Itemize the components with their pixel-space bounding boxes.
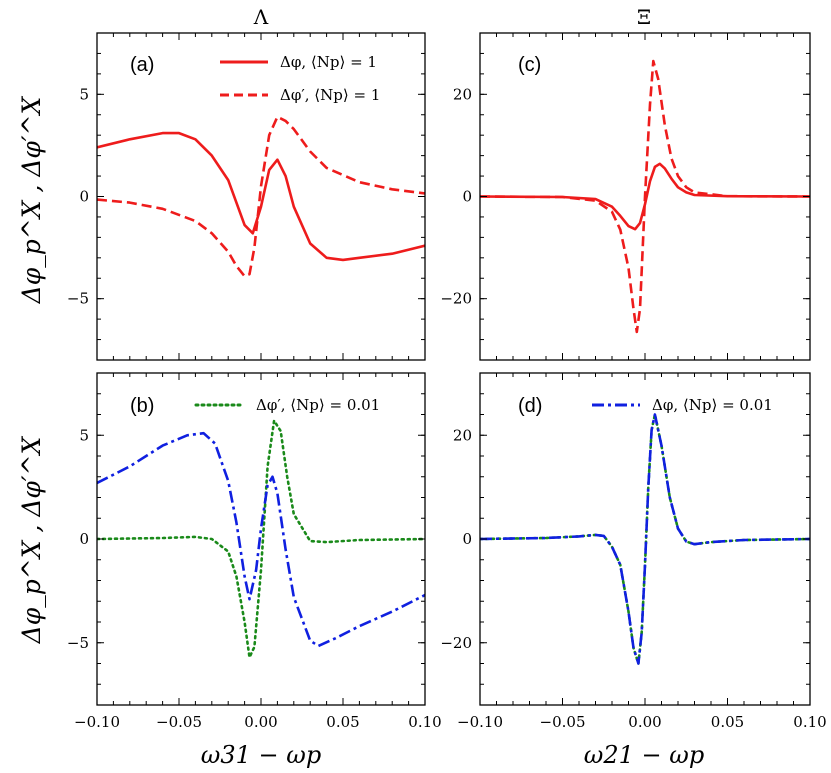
column-title-xi: Ξ <box>637 5 651 29</box>
y-tick-label-c-0: −20 <box>440 290 472 308</box>
panel-tag-a: (a) <box>130 54 154 76</box>
legend-a-dashed-label: Δφ′, ⟨Np⟩ = 1 <box>280 86 380 104</box>
y-axis-label-top: Δφ_p^X , Δφ′^X <box>17 95 46 304</box>
legend-a-solid-label: Δφ, ⟨Np⟩ = 1 <box>280 53 377 71</box>
x-tick-label-b-4: 0.10 <box>408 713 441 731</box>
x-tick-label-d-1: −0.05 <box>540 713 586 731</box>
legend-b: Δφ′, ⟨Np⟩ = 0.01 <box>194 396 380 414</box>
series-line-c-1 <box>480 59 810 334</box>
x-tick-label-d-2: 0.00 <box>628 713 661 731</box>
legend-d-dashdot-label: Δφ, ⟨Np⟩ = 0.01 <box>652 396 773 414</box>
y-tick-label-d-0: −20 <box>440 634 472 652</box>
panel-tag-b: (b) <box>130 395 154 417</box>
y-tick-label-a-1: 0 <box>79 188 89 206</box>
x-tick-label-b-3: 0.05 <box>326 713 359 731</box>
x-axis-label-right: ω21 − ωp <box>584 741 704 769</box>
legend-d: Δφ, ⟨Np⟩ = 0.01 <box>592 396 773 414</box>
series-line-c-0 <box>480 162 810 231</box>
column-title-lambda: Λ <box>253 5 269 29</box>
x-tick-label-b-0: −0.10 <box>74 713 120 731</box>
y-tick-label-a-0: −5 <box>67 290 89 308</box>
series-line-a-1 <box>97 115 425 278</box>
series-line-a-0 <box>97 131 425 262</box>
x-axis-label-left: ω31 − ωp <box>201 741 321 769</box>
x-tick-label-d-4: 0.10 <box>793 713 826 731</box>
panel-a: −5 0 5 <box>67 32 426 361</box>
legend-b-dotted-label: Δφ′, ⟨Np⟩ = 0.01 <box>256 396 380 414</box>
panel-b: −0.10 −0.05 0.00 0.05 0.10 −5 0 5 <box>67 372 442 731</box>
panel-d: −0.10 −0.05 0.00 0.05 0.10 −20 0 20 <box>440 372 827 731</box>
panel-tag-c: (c) <box>518 54 541 76</box>
y-tick-label-c-2: 20 <box>453 85 472 103</box>
y-axis-label-bottom: Δφ_p^X , Δφ′^X <box>17 435 46 644</box>
y-tick-label-b-0: −5 <box>67 634 89 652</box>
series-line-b-0 <box>97 419 425 659</box>
legend-a: Δφ, ⟨Np⟩ = 1 Δφ′, ⟨Np⟩ = 1 <box>220 53 380 104</box>
y-tick-label-a-2: 5 <box>79 85 89 103</box>
y-tick-label-b-1: 0 <box>79 530 89 548</box>
x-tick-label-b-2: 0.00 <box>244 713 277 731</box>
y-tick-label-d-2: 20 <box>453 426 472 444</box>
series-line-b-1 <box>97 431 425 648</box>
y-tick-label-c-1: 0 <box>462 188 472 206</box>
x-tick-label-d-0: −0.10 <box>457 713 503 731</box>
panel-c: −20 0 20 <box>440 32 811 361</box>
y-tick-label-b-2: 5 <box>79 426 89 444</box>
y-tick-label-d-1: 0 <box>462 530 472 548</box>
panel-tag-d: (d) <box>518 395 542 417</box>
x-tick-label-b-1: −0.05 <box>156 713 202 731</box>
x-tick-label-d-3: 0.05 <box>711 713 744 731</box>
series-line-d-1 <box>480 413 810 665</box>
